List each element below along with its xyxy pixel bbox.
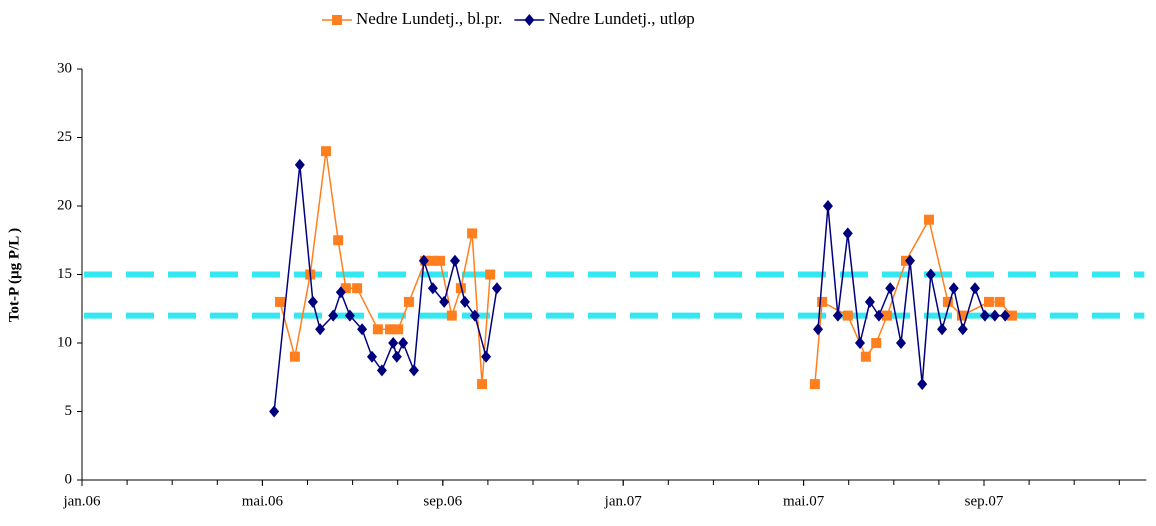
- point: [340, 283, 351, 294]
- point: [923, 214, 934, 225]
- point: [979, 309, 990, 322]
- point: [469, 309, 480, 322]
- point: [315, 323, 326, 336]
- point: [842, 310, 853, 321]
- legend-label: Nedre Lundetj., bl.pr.: [356, 9, 502, 28]
- x-tick-label: mai.07: [783, 493, 825, 509]
- point: [937, 323, 948, 336]
- point: [942, 296, 953, 307]
- point: [832, 309, 843, 322]
- point: [871, 338, 882, 348]
- point: [467, 228, 478, 239]
- point: [449, 254, 460, 267]
- point: [372, 324, 383, 335]
- point: [917, 378, 928, 391]
- point: [274, 296, 285, 307]
- legend-marker: [524, 14, 535, 26]
- point: [1000, 309, 1011, 322]
- point: [352, 283, 363, 294]
- x-tick-label: mai.06: [242, 493, 284, 509]
- point: [320, 146, 331, 157]
- point: [376, 364, 387, 377]
- point: [896, 337, 907, 349]
- point: [439, 295, 450, 308]
- x-tick-label: jan.06: [62, 493, 101, 509]
- point: [1006, 310, 1017, 321]
- legend-label: Nedre Lundetj., utløp: [548, 9, 694, 28]
- point: [357, 323, 368, 336]
- point: [983, 296, 994, 307]
- point: [817, 296, 828, 307]
- point: [905, 254, 916, 267]
- point: [860, 351, 871, 362]
- point: [388, 337, 399, 349]
- point: [481, 350, 492, 363]
- point: [956, 310, 967, 321]
- point: [491, 282, 502, 295]
- point: [477, 379, 488, 390]
- point: [969, 282, 980, 295]
- point: [307, 295, 318, 308]
- y-tick-label: 30: [57, 60, 72, 76]
- x-tick-label: sep.06: [423, 493, 462, 509]
- point: [328, 309, 339, 322]
- point: [485, 269, 496, 280]
- point: [885, 282, 896, 295]
- point: [289, 351, 300, 362]
- point: [925, 268, 936, 281]
- point: [873, 309, 884, 322]
- point: [294, 158, 305, 171]
- point: [344, 309, 355, 322]
- y-axis-label: Tot-P (µg P/L ): [6, 228, 22, 322]
- point: [994, 296, 1005, 307]
- point: [957, 323, 968, 336]
- point: [427, 282, 438, 295]
- point: [391, 350, 402, 363]
- point: [335, 286, 346, 299]
- series-line: [273, 164, 1006, 412]
- point: [809, 379, 820, 390]
- y-tick-label: 0: [65, 471, 73, 487]
- point: [269, 405, 280, 418]
- point: [842, 227, 853, 240]
- y-tick-label: 5: [65, 403, 73, 419]
- point: [882, 310, 893, 321]
- point: [333, 235, 344, 246]
- point: [435, 255, 446, 266]
- point: [822, 200, 833, 212]
- point: [989, 309, 1000, 322]
- point: [385, 324, 396, 335]
- point: [446, 310, 457, 321]
- point: [408, 364, 419, 377]
- point: [459, 295, 470, 308]
- y-tick-label: 25: [57, 129, 72, 145]
- point: [403, 296, 414, 307]
- point: [393, 324, 404, 335]
- y-tick-label: 20: [57, 197, 72, 213]
- y-tick-label: 10: [57, 334, 72, 350]
- y-tick-label: 15: [57, 266, 72, 282]
- x-tick-label: jan.07: [604, 493, 643, 509]
- x-tick-label: sep.07: [965, 493, 1004, 509]
- point: [854, 337, 865, 349]
- point: [398, 337, 409, 349]
- point: [813, 323, 824, 336]
- point: [864, 295, 875, 308]
- point: [366, 350, 377, 363]
- point: [427, 255, 438, 266]
- series-line: [279, 151, 1013, 385]
- point: [948, 282, 959, 295]
- legend-marker: [332, 15, 342, 25]
- point: [418, 254, 429, 267]
